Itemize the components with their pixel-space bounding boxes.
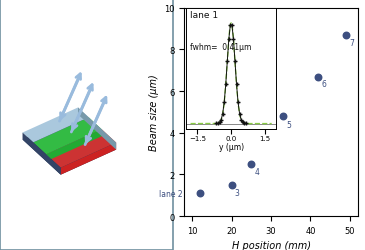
Polygon shape: [46, 130, 102, 162]
Polygon shape: [78, 108, 116, 150]
Point: [280, 115, 286, 119]
Text: lane 2: lane 2: [159, 189, 182, 198]
Text: 5: 5: [286, 120, 291, 129]
Polygon shape: [61, 143, 116, 175]
Point: [249, 162, 254, 166]
Point: [229, 183, 235, 187]
Text: 6: 6: [322, 80, 326, 89]
Point: [315, 75, 321, 79]
Text: 3: 3: [235, 188, 240, 197]
Text: 7: 7: [349, 38, 354, 48]
Polygon shape: [23, 115, 116, 175]
Polygon shape: [33, 118, 102, 155]
Y-axis label: Beam size (μm): Beam size (μm): [149, 74, 158, 151]
X-axis label: H position (mm): H position (mm): [231, 240, 311, 250]
Polygon shape: [46, 130, 116, 168]
Polygon shape: [23, 133, 61, 175]
Polygon shape: [23, 108, 89, 143]
Point: [343, 34, 349, 38]
Text: 4: 4: [254, 168, 260, 177]
Point: [197, 192, 203, 196]
